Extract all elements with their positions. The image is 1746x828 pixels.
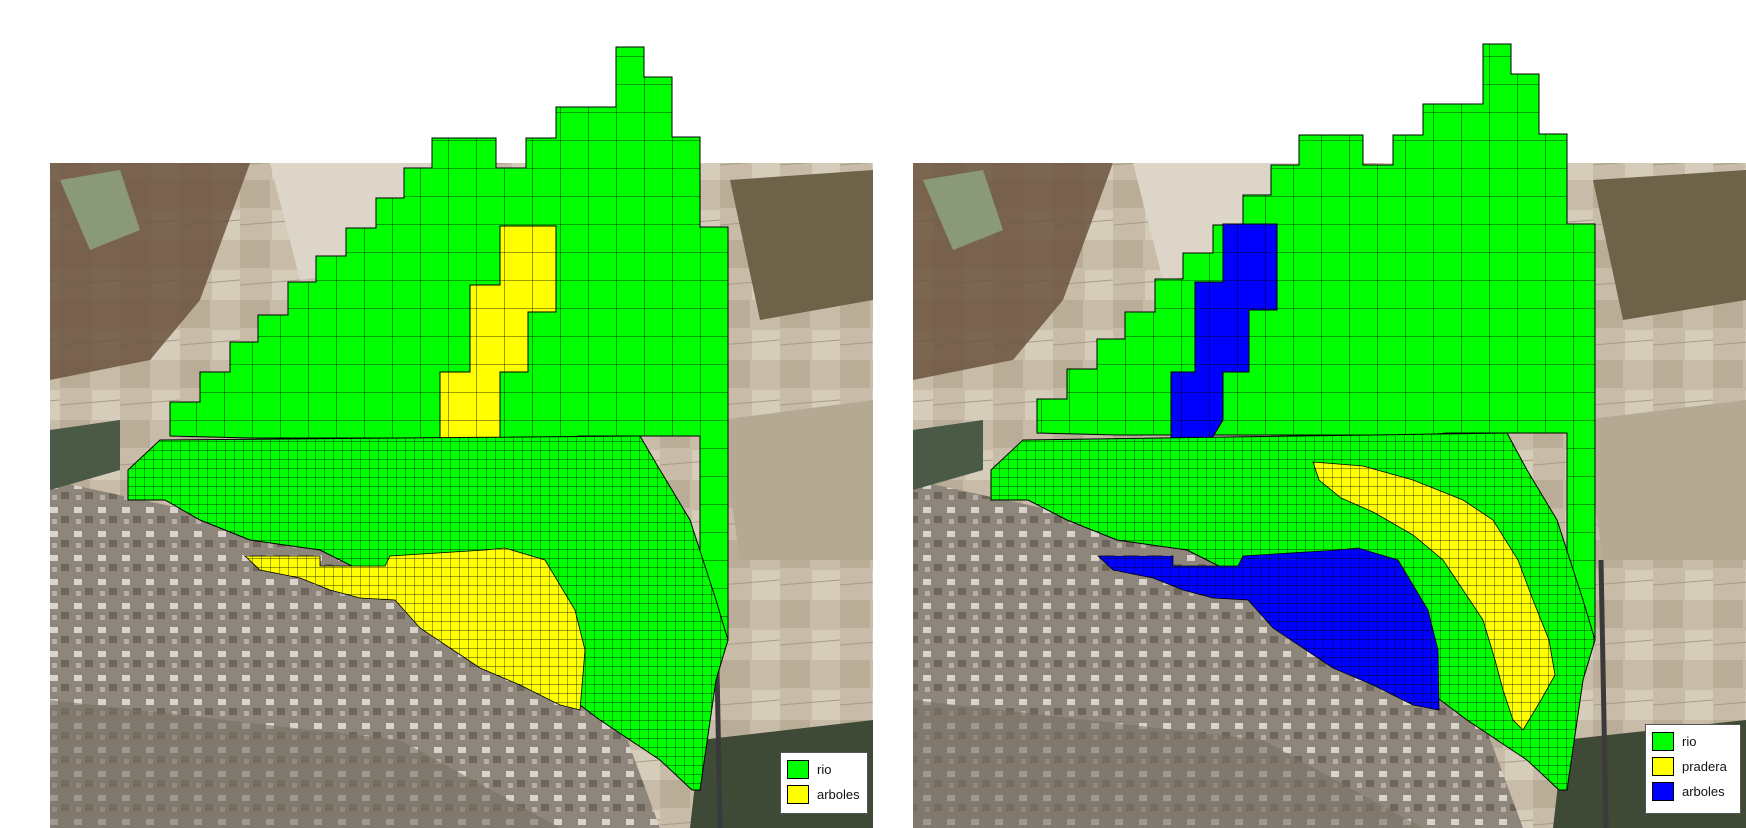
map-canvas-left	[50, 46, 873, 828]
legend-item-rio: rio	[1652, 729, 1732, 754]
legend-item-rio: rio	[787, 757, 859, 782]
legend-swatch-rio	[1652, 732, 1674, 751]
legend-label: arboles	[1682, 784, 1725, 799]
legend-item-arboles: arboles	[787, 782, 860, 807]
legend-label: pradera	[1682, 759, 1727, 774]
legend-label: arboles	[817, 787, 860, 802]
legend-swatch-pradera	[1652, 757, 1674, 776]
legend-item-pradera: pradera	[1652, 754, 1732, 779]
legend-label: rio	[817, 762, 832, 777]
legend-swatch-rio	[787, 760, 809, 779]
legend-label: rio	[1682, 734, 1697, 749]
legend-item-arboles: arboles	[1652, 779, 1732, 804]
map-canvas-right	[913, 43, 1746, 828]
map-panel-left: rio arboles	[50, 46, 873, 828]
legend-left: rio arboles	[780, 752, 868, 814]
legend-right: rio pradera arboles	[1645, 724, 1741, 814]
legend-swatch-arboles	[787, 785, 809, 804]
map-panel-right: rio pradera arboles	[873, 0, 1746, 828]
legend-swatch-arboles	[1652, 782, 1674, 801]
